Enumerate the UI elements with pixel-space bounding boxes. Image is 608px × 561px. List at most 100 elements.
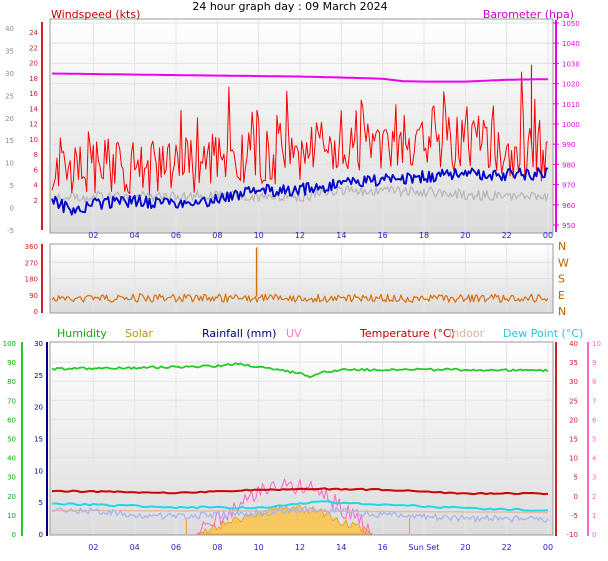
wind-tick-label: 22 <box>29 44 38 52</box>
temperature-tick-label: 5 <box>574 474 578 482</box>
time-tick-label: 10 <box>254 231 264 240</box>
rainfall-tick-label: 5 <box>39 499 43 507</box>
time-tick-label: 20 <box>460 231 470 240</box>
compass-label: N <box>558 240 566 253</box>
humidity-tick-label: 90 <box>7 359 16 367</box>
uv-tick-label: 1 <box>592 512 596 520</box>
compass-label: N <box>558 305 566 318</box>
temperature-tick-label: 15 <box>569 436 578 444</box>
wind-direction-line <box>51 293 549 303</box>
humidity-tick-label: 30 <box>7 474 16 482</box>
wind-tick-label: 24 <box>29 29 38 37</box>
baro-tick-label: 1010 <box>562 101 580 109</box>
humidity-tick-label: 20 <box>7 493 16 501</box>
temperature-line <box>51 487 549 496</box>
legend-solar: Solar <box>125 327 154 340</box>
time-tick-label: 16 <box>378 231 388 240</box>
uv-tick-label: 9 <box>592 359 596 367</box>
temperature-tick-label: 0 <box>574 493 578 501</box>
humidity-tick-label: 40 <box>7 455 16 463</box>
rainfall-tick-label: 25 <box>34 372 43 380</box>
wind-axis-ticks: -505101520253035402468101214161820222495… <box>5 20 580 240</box>
uv-tick-label: 8 <box>592 378 596 386</box>
wind-outer-tick-label: 30 <box>5 70 14 78</box>
wind-tick-label: 4 <box>34 182 39 190</box>
rainfall-tick-label: 30 <box>34 340 43 348</box>
wind-tick-label: 16 <box>29 90 38 98</box>
temperature-tick-label: -10 <box>567 531 578 539</box>
temperature-tick-label: 20 <box>569 416 578 424</box>
wind-tick-label: 12 <box>29 121 38 129</box>
time-tick-label: 00 <box>543 543 553 552</box>
dew-secondary-line <box>51 506 549 523</box>
wind-tick-label: 8 <box>34 151 38 159</box>
legend-humidity: Humidity <box>57 327 107 340</box>
wind-outer-tick-label: -5 <box>7 227 14 235</box>
time-tick-label: 14 <box>336 231 346 240</box>
wind-gust-line <box>51 71 549 195</box>
time-tick-label: 08 <box>212 231 222 240</box>
wind-outer-tick-label: 15 <box>5 137 14 145</box>
time-tick-label: 08 <box>212 543 222 552</box>
time-tick-label: 22 <box>502 231 512 240</box>
baro-tick-label: 970 <box>562 182 575 190</box>
wind-tick-label: 14 <box>29 105 38 113</box>
rainfall-tick-label: 10 <box>34 467 43 475</box>
wind-average-line <box>51 167 549 216</box>
temperature-tick-label: 25 <box>569 397 578 405</box>
rainfall-tick-label: 0 <box>39 531 43 539</box>
humidity-tick-label: 0 <box>12 531 16 539</box>
time-tick-label: 04 <box>130 543 140 552</box>
uv-tick-label: 3 <box>592 474 596 482</box>
wind-tick-label: 18 <box>29 75 38 83</box>
humidity-tick-label: 100 <box>3 340 16 348</box>
legend-dew-point: Dew Point (°C) <box>503 327 583 340</box>
wind-tick-label: 10 <box>29 136 38 144</box>
humidity-tick-label: 50 <box>7 436 16 444</box>
direction-gridlines <box>51 245 552 312</box>
direction-series <box>51 247 549 303</box>
time-tick-label: 22 <box>502 543 512 552</box>
wind-outer-tick-label: 40 <box>5 25 14 33</box>
direction-tick-label: 180 <box>25 276 38 284</box>
baro-tick-label: 1030 <box>562 60 580 68</box>
page-title: 24 hour graph day : 09 March 2024 <box>192 0 387 13</box>
temperature-tick-label: -5 <box>571 512 578 520</box>
uv-tick-label: 7 <box>592 397 596 405</box>
temperature-tick-label: 35 <box>569 359 578 367</box>
direction-tick-label: 270 <box>25 259 38 267</box>
baro-tick-label: 1050 <box>562 20 580 28</box>
wind-outer-tick-label: 35 <box>5 47 14 55</box>
wind-outer-tick-label: 0 <box>10 205 14 213</box>
time-tick-label: 06 <box>171 543 181 552</box>
baro-tick-label: 1040 <box>562 40 580 48</box>
uv-tick-label: 10 <box>592 340 601 348</box>
uv-tick-label: 5 <box>592 436 596 444</box>
legend-indoor: Indoor <box>449 327 485 340</box>
baro-tick-label: 980 <box>562 161 575 169</box>
baro-tick-label: 1020 <box>562 81 580 89</box>
uv-tick-label: 6 <box>592 416 597 424</box>
time-tick-label: 12 <box>295 543 305 552</box>
temp-series <box>51 362 549 535</box>
time-tick-label: 12 <box>295 231 305 240</box>
temp-legend: Humidity Solar Rainfall (mm) UV Temperat… <box>57 327 583 340</box>
uv-tick-label: 4 <box>592 455 597 463</box>
time-tick-label: 10 <box>254 543 264 552</box>
time-tick-label: 20 <box>460 543 470 552</box>
baro-tick-label: 960 <box>562 202 575 210</box>
legend-uv: UV <box>286 327 302 340</box>
uv-tick-label: 0 <box>592 531 596 539</box>
wind-outer-tick-label: 5 <box>10 182 14 190</box>
baro-tick-label: 1000 <box>562 121 580 129</box>
compass-label: W <box>558 256 569 269</box>
windspeed-axis-title: Windspeed (kts) <box>51 8 140 21</box>
time-tick-label: 00 <box>543 231 553 240</box>
rainfall-tick-label: 20 <box>34 404 43 412</box>
time-tick-label: 04 <box>130 231 140 240</box>
humidity-line <box>51 362 549 379</box>
legend-rainfall: Rainfall (mm) <box>202 327 276 340</box>
direction-tick-label: 0 <box>34 308 38 316</box>
